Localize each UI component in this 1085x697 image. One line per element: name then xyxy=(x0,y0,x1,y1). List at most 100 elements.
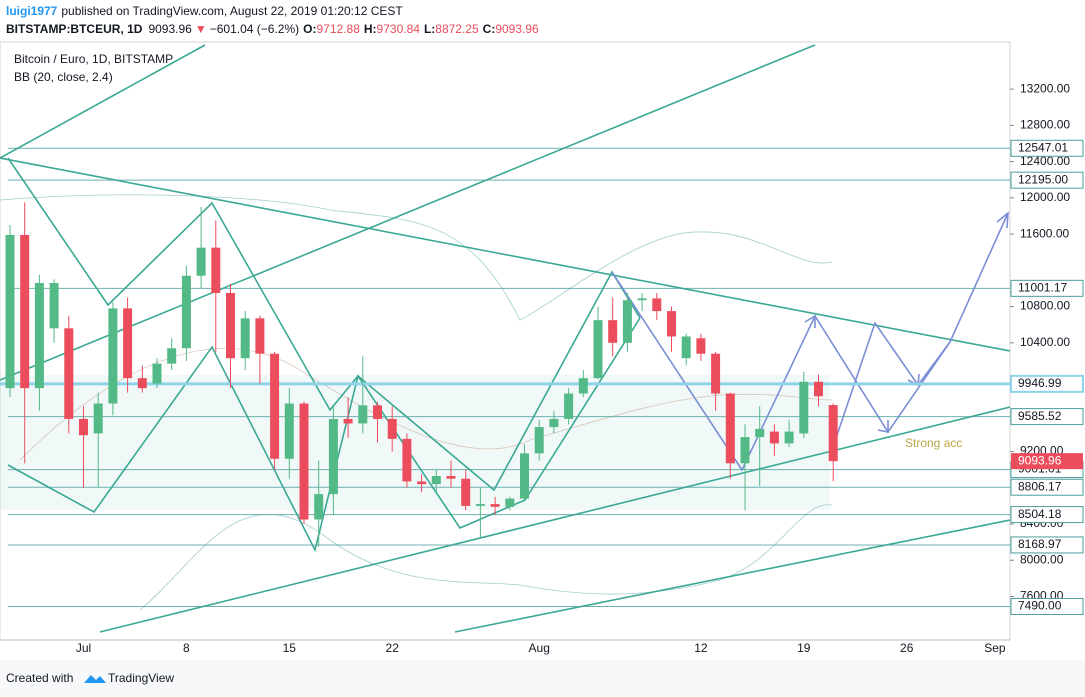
candle-body xyxy=(181,275,191,349)
candle-body xyxy=(534,427,544,454)
candle-body xyxy=(799,381,809,434)
candle-body xyxy=(255,318,265,354)
band-fill xyxy=(0,375,830,510)
down-arrow: ▼ xyxy=(195,22,207,36)
candle-body xyxy=(520,453,529,499)
level-box xyxy=(1010,597,1084,615)
candle-body xyxy=(93,403,103,434)
candle-body xyxy=(240,318,250,359)
y-tick-label: 12400.00 xyxy=(1020,154,1070,168)
y-tick-label: 11600.00 xyxy=(1020,226,1069,240)
bollinger-upper xyxy=(0,194,833,321)
footer-bar xyxy=(0,660,1085,697)
trendline xyxy=(0,44,206,159)
trendlines xyxy=(0,44,1010,633)
candle-body xyxy=(564,393,574,419)
x-tick-label: 26 xyxy=(900,641,914,655)
c-label: C: xyxy=(483,22,496,36)
candle-body xyxy=(417,481,427,485)
x-tick-label: 12 xyxy=(694,641,708,655)
x-tick-label: 8 xyxy=(183,641,190,655)
candle-body xyxy=(814,381,823,397)
last-price-label: 9093.96 xyxy=(1018,453,1062,467)
change: −601.04 (−6.2%) xyxy=(210,22,299,36)
level-label: 11001.17 xyxy=(1018,281,1067,295)
level-label: 12547.01 xyxy=(1018,140,1068,154)
l-label: L: xyxy=(424,22,435,36)
candle-body xyxy=(711,353,721,394)
author[interactable]: luigi1977 xyxy=(6,4,58,18)
candle-body xyxy=(314,494,324,520)
candle-body xyxy=(475,504,485,506)
x-tick-label: Jul xyxy=(76,641,91,655)
trendline xyxy=(0,157,1010,352)
candle-body xyxy=(828,405,838,462)
candle-body xyxy=(123,308,133,379)
h-label: H: xyxy=(364,22,377,36)
candle-body xyxy=(769,431,779,444)
candle-body xyxy=(358,405,368,424)
candle-body xyxy=(343,418,353,424)
candle-body xyxy=(137,378,147,389)
o-value: 9712.88 xyxy=(316,22,360,36)
level-box xyxy=(1010,536,1084,554)
level-label: 7490.00 xyxy=(1018,599,1062,613)
candle-body xyxy=(740,437,750,464)
publish-line: luigi1977 published on TradingView.com, A… xyxy=(6,4,403,18)
plot: Strong acc xyxy=(0,44,1010,633)
footer-brand[interactable]: TradingView xyxy=(108,671,174,685)
trendline xyxy=(99,406,1010,633)
candle-body xyxy=(167,348,177,364)
l-value: 8872.25 xyxy=(435,22,479,36)
candle-body xyxy=(725,393,735,464)
y-tick-label: 12000.00 xyxy=(1020,190,1070,204)
candle-body xyxy=(402,438,412,482)
candle-body xyxy=(196,247,206,276)
x-tick-label: 19 xyxy=(797,641,811,655)
level-label: 12195.00 xyxy=(1018,172,1068,186)
arrowhead xyxy=(804,314,816,328)
candle-body xyxy=(373,405,382,419)
logo xyxy=(84,675,106,683)
bollinger-lower xyxy=(139,504,833,611)
legend-indicator: BB (20, close, 2.4) xyxy=(14,70,113,84)
level-box xyxy=(1010,139,1084,157)
y-tick-label: 10400.00 xyxy=(1020,335,1070,349)
level-box xyxy=(1010,279,1084,297)
candle-body xyxy=(784,431,794,444)
projection-arrows xyxy=(611,211,1009,472)
arrowhead xyxy=(996,211,1009,229)
candle-body xyxy=(284,403,294,459)
candle-body xyxy=(79,418,88,436)
symbol-line: BITSTAMP:BTCEUR, 1D 9093.96 ▼ −601.04 (−6.2… xyxy=(6,22,539,36)
candle-body xyxy=(549,418,559,428)
level-label: 9946.99 xyxy=(1018,376,1062,390)
symbol: BITSTAMP:BTCEUR, 1D xyxy=(6,22,143,36)
candle-body xyxy=(608,320,618,343)
legend-title: Bitcoin / Euro, 1D, BITSTAMP xyxy=(14,52,173,66)
level-box xyxy=(1010,506,1084,524)
candle-body xyxy=(49,283,59,329)
candle-body xyxy=(461,478,471,506)
level-box xyxy=(1010,408,1084,426)
level-box xyxy=(1010,478,1084,496)
candle-body xyxy=(64,328,74,419)
candle-body xyxy=(505,498,515,507)
candle-body xyxy=(299,403,309,520)
y-tick-label: 10800.00 xyxy=(1020,299,1070,313)
candle-body xyxy=(108,308,118,404)
bollinger-basis xyxy=(19,348,833,461)
footer-created: Created with xyxy=(6,671,73,685)
candle-body xyxy=(5,234,15,389)
candle-body xyxy=(446,476,456,479)
level-label: 8168.97 xyxy=(1018,537,1062,551)
level-label: 8806.17 xyxy=(1018,479,1062,493)
y-tick-label: 8000.00 xyxy=(1020,552,1064,566)
candle-body xyxy=(226,292,235,359)
published: published on TradingView.com, August 22,… xyxy=(61,4,403,18)
candle-body xyxy=(152,363,162,384)
o-label: O: xyxy=(303,22,316,36)
arrowhead xyxy=(877,420,889,433)
candle-body xyxy=(211,247,221,293)
